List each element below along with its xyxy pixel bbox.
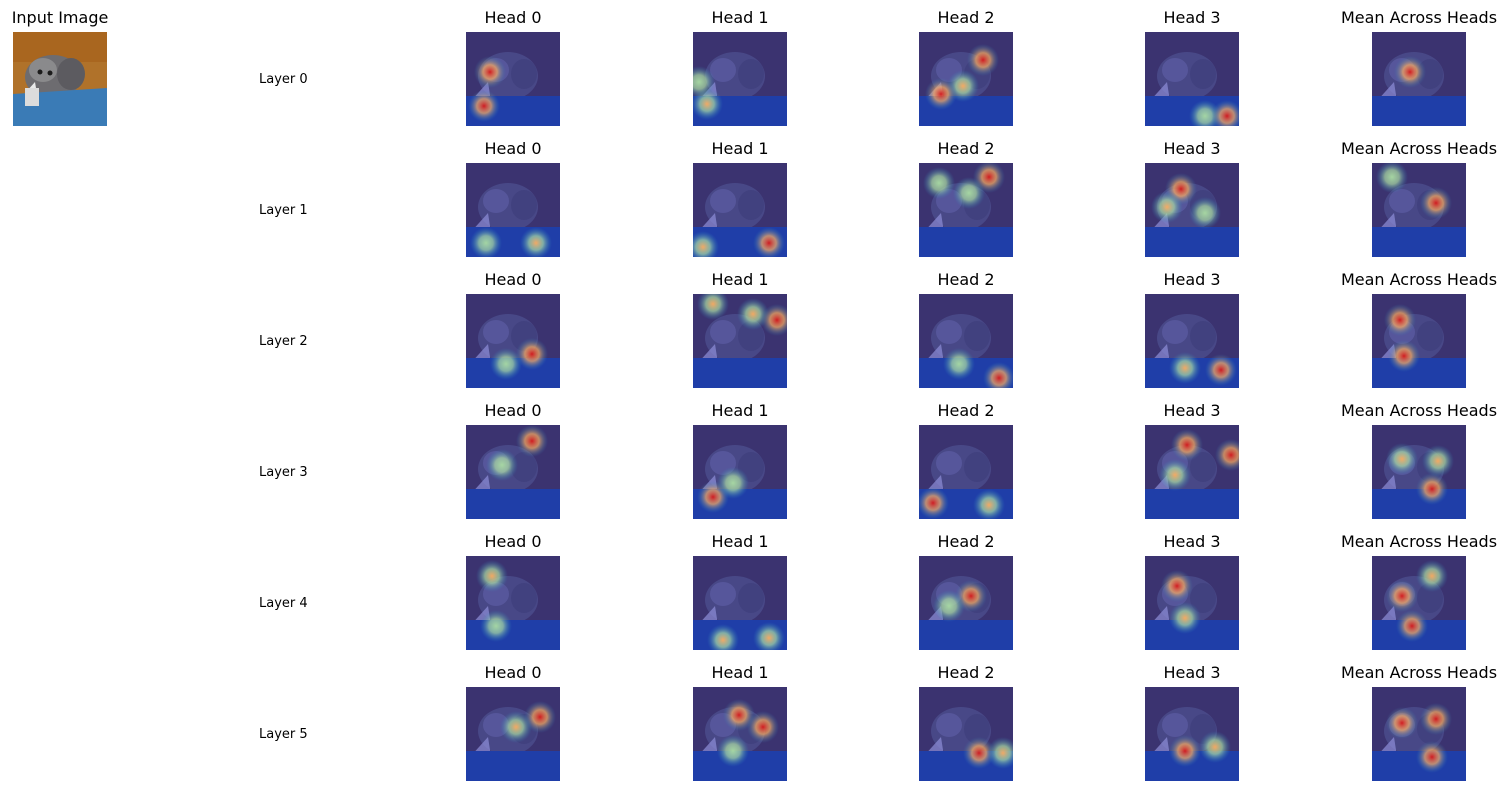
panel-title-l5-c3: Head 3: [1163, 663, 1221, 682]
attention-map-l0-c3: [1145, 32, 1239, 126]
panel-title-l1-c2: Head 2: [937, 139, 995, 158]
panel-title-l4-c3: Head 3: [1163, 532, 1221, 551]
panel-title-l2-c1: Head 1: [711, 270, 769, 289]
attention-map-l4-c3: [1145, 556, 1239, 650]
panel-title-l3-c1: Head 1: [711, 401, 769, 420]
panel-title-l2-c4: Mean Across Heads: [1340, 270, 1498, 289]
attention-map-l4-c0: [466, 556, 560, 650]
attention-map-l4-c2: [919, 556, 1013, 650]
input-image: [13, 32, 107, 126]
layer-label-3: Layer 3: [259, 465, 308, 480]
attention-map-l1-c1: [693, 163, 787, 257]
panel-title-l3-c3: Head 3: [1163, 401, 1221, 420]
panel-title-l2-c0: Head 0: [484, 270, 542, 289]
attention-map-l5-c4: [1372, 687, 1466, 781]
attention-map-l2-c0: [466, 294, 560, 388]
panel-title-l0-c0: Head 0: [484, 8, 542, 27]
panel-title-l0-c2: Head 2: [937, 8, 995, 27]
layer-label-0: Layer 0: [259, 72, 308, 87]
attention-map-l2-c2: [919, 294, 1013, 388]
attention-map-l4-c4: [1372, 556, 1466, 650]
attention-map-l0-c2: [919, 32, 1013, 126]
layer-label-4: Layer 4: [259, 596, 308, 611]
layer-label-5: Layer 5: [259, 727, 308, 742]
panel-title-l0-c1: Head 1: [711, 8, 769, 27]
panel-title-l2-c2: Head 2: [937, 270, 995, 289]
panel-title-l2-c3: Head 3: [1163, 270, 1221, 289]
attention-map-l3-c4: [1372, 425, 1466, 519]
panel-title-l4-c2: Head 2: [937, 532, 995, 551]
attention-map-l0-c1: [693, 32, 787, 126]
attention-map-l0-c0: [466, 32, 560, 126]
attention-map-l0-c4: [1372, 32, 1466, 126]
layer-label-2: Layer 2: [259, 334, 308, 349]
panel-title-l4-c4: Mean Across Heads: [1340, 532, 1498, 551]
attention-map-l5-c2: [919, 687, 1013, 781]
panel-title-l4-c1: Head 1: [711, 532, 769, 551]
attention-map-l4-c1: [693, 556, 787, 650]
panel-title-l3-c4: Mean Across Heads: [1340, 401, 1498, 420]
attention-map-l3-c2: [919, 425, 1013, 519]
panel-title-l5-c4: Mean Across Heads: [1340, 663, 1498, 682]
attention-map-l3-c3: [1145, 425, 1239, 519]
panel-title-l5-c0: Head 0: [484, 663, 542, 682]
attention-map-l5-c3: [1145, 687, 1239, 781]
attention-map-l1-c2: [919, 163, 1013, 257]
attention-map-l3-c0: [466, 425, 560, 519]
panel-title-l5-c2: Head 2: [937, 663, 995, 682]
panel-title-l3-c2: Head 2: [937, 401, 995, 420]
input-image-title: Input Image: [11, 8, 109, 27]
attention-map-l5-c0: [466, 687, 560, 781]
attention-map-l1-c3: [1145, 163, 1239, 257]
layer-label-1: Layer 1: [259, 203, 308, 218]
panel-title-l1-c3: Head 3: [1163, 139, 1221, 158]
attention-map-l1-c4: [1372, 163, 1466, 257]
attention-map-l1-c0: [466, 163, 560, 257]
panel-title-l0-c3: Head 3: [1163, 8, 1221, 27]
attention-map-l2-c3: [1145, 294, 1239, 388]
panel-title-l1-c0: Head 0: [484, 139, 542, 158]
panel-title-l1-c1: Head 1: [711, 139, 769, 158]
panel-title-l4-c0: Head 0: [484, 532, 542, 551]
attention-map-l2-c4: [1372, 294, 1466, 388]
cat-image: [13, 32, 107, 126]
panel-title-l3-c0: Head 0: [484, 401, 542, 420]
attention-map-l5-c1: [693, 687, 787, 781]
attention-map-l2-c1: [693, 294, 787, 388]
panel-title-l5-c1: Head 1: [711, 663, 769, 682]
panel-title-l0-c4: Mean Across Heads: [1340, 8, 1498, 27]
panel-title-l1-c4: Mean Across Heads: [1340, 139, 1498, 158]
attention-map-l3-c1: [693, 425, 787, 519]
